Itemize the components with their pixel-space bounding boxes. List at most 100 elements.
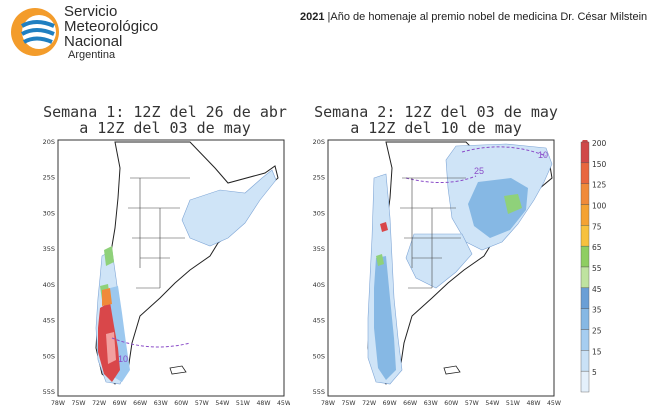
lon-label-51W: 51W: [236, 400, 250, 406]
map-2-green-patch-west: [376, 254, 384, 266]
colorbar-label-15: 15: [592, 347, 602, 356]
map-1-contour-label: 10: [118, 354, 128, 364]
precip-colorbar: 200 150 125 100 75 65 55 45 35 25 15 5: [578, 134, 638, 395]
lon-label-69W: 69W: [113, 400, 127, 406]
map-2-precip-central: [405, 233, 473, 289]
colorbar-segment-65: [580, 245, 590, 268]
colorbar-segment-150: [580, 162, 590, 184]
lat-label-30S: 30S: [313, 209, 325, 217]
lon-label-60W: 60W: [444, 400, 458, 406]
colorbar-label-75: 75: [592, 222, 602, 231]
colorbar-label-25: 25: [592, 327, 602, 336]
lat-label-25S: 25S: [313, 174, 325, 182]
lat-label-20S: 20S: [313, 138, 325, 146]
colorbar-segment-45: [580, 287, 590, 309]
panel-1-title-line-1: Semana 1: 12Z del 26 de abr: [43, 103, 287, 121]
lat-label-50S: 50S: [43, 352, 55, 360]
lon-label-57W: 57W: [195, 400, 209, 406]
map-panel-1: 10 20S 25S 30S 35S 40S 45S 50S 55S 78W 75W 72W 69W…: [43, 138, 290, 406]
map-2-contour-ne: [461, 146, 547, 157]
lon-label-45W: 45W: [547, 400, 561, 406]
header-year: 2021: [300, 11, 325, 23]
colorbar-label-65: 65: [592, 243, 602, 252]
map-1-green-patch-north: [104, 246, 114, 266]
lon-label-60W: 60W: [174, 400, 188, 406]
colorbar-label-125: 125: [592, 181, 607, 190]
lat-label-25S: 25S: [43, 174, 55, 182]
lat-label-30S: 30S: [43, 209, 55, 217]
map-1-islands: [169, 365, 187, 375]
lat-label-40S: 40S: [43, 281, 55, 289]
map-panel-2: 25 10 20S 25S 30S 35S 40S 45S 50S 55S 78W 75W 72W…: [313, 138, 561, 406]
lat-label-55S: 55S: [313, 388, 325, 396]
map-2-precip-west-core: [374, 256, 396, 380]
lon-label-78W: 78W: [321, 400, 335, 406]
colorbar-label-5: 5: [592, 368, 597, 377]
lon-label-45W: 45W: [277, 400, 290, 406]
lon-label-72W: 72W: [92, 400, 106, 406]
panel-2-title-line-1: Semana 2: 12Z del 03 de may: [314, 103, 558, 121]
lon-label-75W: 75W: [342, 400, 356, 406]
lon-label-63W: 63W: [154, 400, 168, 406]
colorbar-segment-35: [580, 308, 590, 330]
map-2-lat-labels: 20S 25S 30S 35S 40S 45S 50S 55S: [313, 138, 325, 396]
colorbar-segment-25: [580, 329, 590, 351]
map-2-province-lines: [400, 177, 466, 289]
org-name: Servicio Meteorológico Nacional Argentin…: [64, 4, 158, 61]
colorbar-segment-200: [580, 141, 590, 164]
colorbar-segment-125: [580, 183, 590, 205]
lat-label-45S: 45S: [313, 317, 325, 325]
header-note: 2021 |Año de homenaje al premio nobel de…: [300, 11, 647, 23]
colorbar-label-35: 35: [592, 306, 602, 315]
smn-logo-mark: [11, 8, 59, 56]
lat-label-45S: 45S: [43, 317, 55, 325]
lon-label-51W: 51W: [506, 400, 520, 406]
lon-label-66W: 66W: [403, 400, 417, 406]
colorbar-label-100: 100: [592, 202, 607, 211]
map-1-province-lines: [128, 177, 190, 289]
lat-label-35S: 35S: [313, 245, 325, 253]
colorbar-arrow-up: [582, 134, 588, 142]
lon-label-63W: 63W: [424, 400, 438, 406]
lon-label-66W: 66W: [133, 400, 147, 406]
lat-label-55S: 55S: [43, 388, 55, 396]
map-1-contour-line: [111, 337, 191, 348]
panel-1-title: Semana 1: 12Z del 26 de abr a 12Z del 03…: [40, 104, 290, 136]
map-2-contour-label-25: 25: [474, 166, 484, 176]
org-line-3: Nacional: [64, 33, 123, 50]
org-country: Argentina: [68, 49, 116, 61]
colorbar-label-200: 200: [592, 140, 607, 148]
lat-label-50S: 50S: [313, 352, 325, 360]
lon-label-48W: 48W: [256, 400, 270, 406]
map-2-red-patch-west: [380, 222, 388, 232]
colorbar-svg: 200 150 125 100 75 65 55 45 35 25 15 5: [580, 134, 607, 393]
colorbar-segment-5: [580, 370, 590, 393]
lat-label-35S: 35S: [43, 245, 55, 253]
map-1-precip-northeast: [181, 169, 277, 247]
lon-label-57W: 57W: [465, 400, 479, 406]
map-1-heavy-precip-pink: [106, 332, 116, 364]
lon-label-78W: 78W: [51, 400, 65, 406]
lon-label-72W: 72W: [362, 400, 376, 406]
smn-logo: [6, 4, 206, 62]
lat-label-40S: 40S: [313, 281, 325, 289]
org-line-2: Meteorológico: [64, 18, 159, 35]
colorbar-segment-15: [580, 350, 590, 372]
lon-label-54W: 54W: [485, 400, 499, 406]
map-2-islands: [443, 365, 461, 375]
lon-label-54W: 54W: [215, 400, 229, 406]
map-2-contour-label-10: 10: [538, 150, 548, 160]
panel-2-title-line-2: a 12Z del 10 de may: [350, 119, 522, 137]
lon-label-75W: 75W: [72, 400, 86, 406]
map-1-heavy-precip-orange: [102, 288, 112, 306]
org-line-1: Servicio: [64, 3, 118, 20]
map-2-lon-labels: 78W 75W 72W 69W 66W 63W 60W 57W 54W 51W 48W 45W: [321, 400, 561, 406]
map-2-contour-central: [405, 175, 477, 184]
colorbar-segment-75: [580, 225, 590, 247]
map-1-lat-labels: 20S 25S 30S 35S 40S 45S 50S 55S: [43, 138, 55, 396]
panel-2-title: Semana 2: 12Z del 03 de may a 12Z del 10…: [306, 104, 566, 136]
lon-label-48W: 48W: [526, 400, 540, 406]
header-note-text: |Año de homenaje al premio nobel de medi…: [327, 11, 648, 23]
panel-1-title-line-2: a 12Z del 03 de may: [79, 119, 251, 137]
colorbar-label-150: 150: [592, 160, 607, 169]
